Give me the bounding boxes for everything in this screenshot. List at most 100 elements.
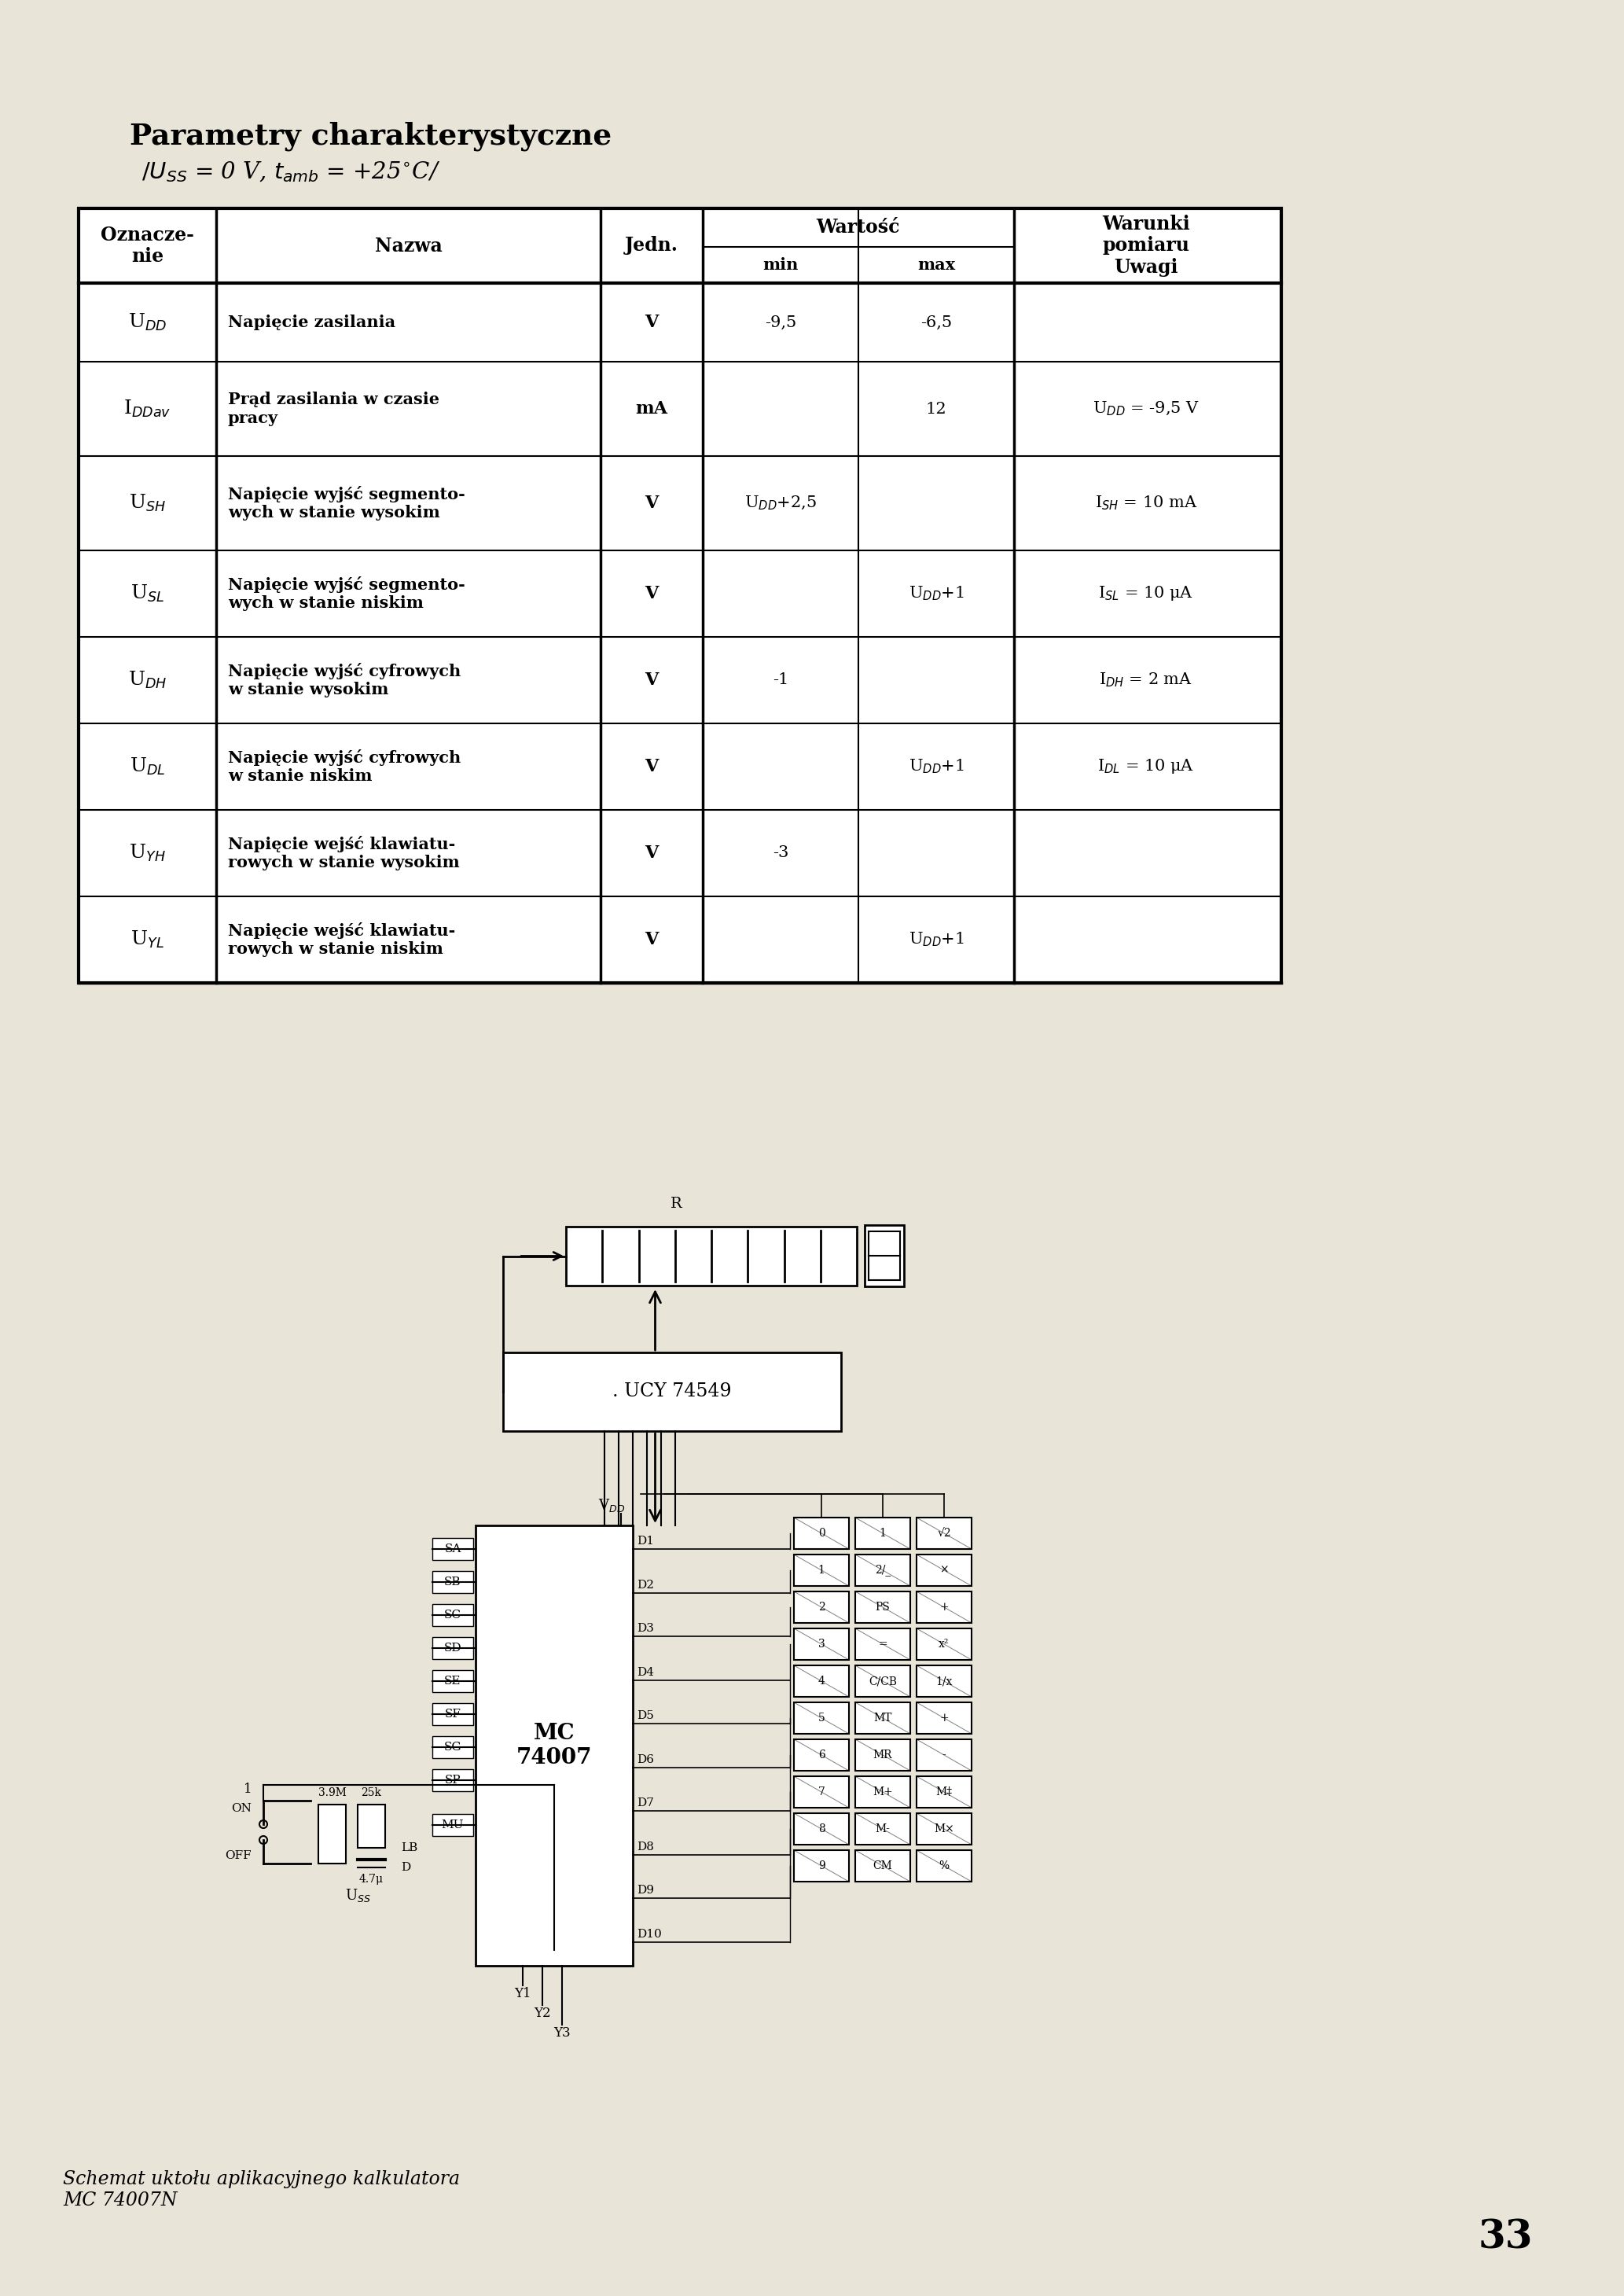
Text: MC
74007: MC 74007	[516, 1722, 593, 1768]
Text: -3: -3	[773, 845, 789, 861]
Text: Oznacze-
nie: Oznacze- nie	[101, 225, 195, 266]
Text: mA: mA	[635, 400, 667, 418]
Text: Warunki
pomiaru
Uwagi: Warunki pomiaru Uwagi	[1103, 214, 1190, 278]
Bar	[794, 1665, 849, 1697]
Text: U$_{SL}$: U$_{SL}$	[130, 583, 164, 604]
Text: U$_{SS}$: U$_{SS}$	[344, 1887, 370, 1903]
Text: min: min	[763, 257, 799, 273]
Text: Napięcie wyjść cyfrowych
w stanie wysokim: Napięcie wyjść cyfrowych w stanie wysoki…	[227, 664, 461, 698]
Bar	[794, 1851, 849, 1883]
Text: OFF: OFF	[226, 1851, 252, 1862]
Text: PS: PS	[875, 1603, 890, 1612]
Text: SG: SG	[443, 1743, 461, 1752]
Bar	[916, 1851, 971, 1883]
Bar	[794, 1628, 849, 1660]
Bar	[856, 1740, 911, 1770]
Text: SA: SA	[445, 1543, 461, 1554]
Text: Napięcie zasilania: Napięcie zasilania	[227, 315, 396, 331]
Text: Napięcie wyjść segmento-
wych w stanie wysokim: Napięcie wyjść segmento- wych w stanie w…	[227, 487, 464, 521]
Text: 7: 7	[818, 1786, 825, 1798]
Text: Napięcie wyjść segmento-
wych w stanie niskim: Napięcie wyjść segmento- wych w stanie n…	[227, 576, 464, 611]
Text: $/U_{SS}$ = 0 V, $t_{amb}$ = +25$^{\circ}$C/: $/U_{SS}$ = 0 V, $t_{amb}$ = +25$^{\circ…	[141, 161, 440, 184]
Bar	[794, 1701, 849, 1733]
Text: Napięcie wejść klawiatu-
rowych w stanie niskim: Napięcie wejść klawiatu- rowych w stanie…	[227, 923, 455, 957]
Text: SP: SP	[445, 1775, 461, 1786]
Text: max: max	[918, 257, 955, 273]
Bar	[864, 1226, 905, 1286]
Text: -: -	[942, 1750, 945, 1761]
Bar	[856, 1628, 911, 1660]
Text: MT: MT	[874, 1713, 892, 1724]
Bar	[794, 1814, 849, 1844]
Text: V: V	[645, 585, 658, 602]
Text: SF: SF	[445, 1708, 461, 1720]
Bar	[916, 1591, 971, 1623]
Bar	[856, 1554, 911, 1587]
Text: SB: SB	[445, 1577, 461, 1587]
Text: V: V	[645, 845, 658, 861]
Text: 1: 1	[244, 1782, 252, 1795]
Text: √2: √2	[937, 1527, 952, 1538]
Text: U$_{DD}$+1: U$_{DD}$+1	[908, 585, 965, 602]
Text: 3.9M: 3.9M	[318, 1786, 346, 1798]
Bar	[794, 1591, 849, 1623]
Text: Nazwa: Nazwa	[375, 236, 442, 255]
Text: Wartość: Wartość	[817, 218, 900, 236]
Bar	[432, 1669, 473, 1692]
Text: 12: 12	[926, 402, 947, 416]
Text: Napięcie wyjść cyfrowych
w stanie niskim: Napięcie wyjść cyfrowych w stanie niskim	[227, 748, 461, 783]
Text: I$_{DDav}$: I$_{DDav}$	[123, 400, 171, 420]
Bar	[916, 1554, 971, 1587]
Text: =: =	[879, 1639, 887, 1649]
Bar	[794, 1777, 849, 1807]
Bar	[856, 1814, 911, 1844]
Text: 3: 3	[818, 1639, 825, 1649]
Text: Y1: Y1	[515, 1986, 531, 2000]
Text: I$_{DL}$ = 10 μA: I$_{DL}$ = 10 μA	[1098, 758, 1195, 776]
Text: SE: SE	[445, 1676, 461, 1688]
Text: CM: CM	[874, 1860, 893, 1871]
Text: Jedn.: Jedn.	[625, 236, 679, 255]
Bar	[856, 1591, 911, 1623]
Text: LB: LB	[401, 1841, 417, 1853]
Text: +: +	[940, 1603, 948, 1612]
Bar	[78, 209, 1281, 983]
Text: M-: M-	[875, 1823, 890, 1835]
Bar	[432, 1637, 473, 1660]
Text: D3: D3	[637, 1623, 654, 1635]
Text: U$_{DD}$ = -9,5 V: U$_{DD}$ = -9,5 V	[1093, 400, 1200, 418]
Text: 9: 9	[818, 1860, 825, 1871]
Bar	[916, 1701, 971, 1733]
Text: MR: MR	[874, 1750, 892, 1761]
Text: I$_{SL}$ = 10 μA: I$_{SL}$ = 10 μA	[1098, 585, 1194, 602]
Text: 4: 4	[818, 1676, 825, 1688]
Bar	[432, 1704, 473, 1724]
Text: 8: 8	[818, 1823, 825, 1835]
Text: M+: M+	[872, 1786, 893, 1798]
Text: V: V	[645, 758, 658, 776]
Bar	[794, 1740, 849, 1770]
Bar	[357, 1805, 385, 1848]
Bar	[432, 1570, 473, 1593]
Bar	[432, 1736, 473, 1759]
Text: D7: D7	[637, 1798, 654, 1809]
Bar	[432, 1770, 473, 1791]
Bar	[856, 1518, 911, 1550]
Text: -1: -1	[773, 673, 789, 687]
Text: 6: 6	[818, 1750, 825, 1761]
Text: U$_{YH}$: U$_{YH}$	[128, 843, 166, 863]
Text: 1/x: 1/x	[935, 1676, 952, 1688]
Bar	[916, 1518, 971, 1550]
Text: D4: D4	[637, 1667, 654, 1678]
Text: D: D	[401, 1862, 411, 1874]
Text: MU: MU	[442, 1818, 464, 1830]
Text: R: R	[671, 1196, 682, 1210]
Text: U$_{DH}$: U$_{DH}$	[128, 670, 167, 691]
Text: Y3: Y3	[554, 2027, 570, 2039]
Text: D8: D8	[637, 1841, 654, 1853]
Text: -6,5: -6,5	[921, 315, 952, 331]
Text: V: V	[645, 930, 658, 948]
Text: I$_{SH}$ = 10 mA: I$_{SH}$ = 10 mA	[1095, 494, 1197, 512]
Bar	[503, 1352, 841, 1430]
Bar	[432, 1538, 473, 1559]
